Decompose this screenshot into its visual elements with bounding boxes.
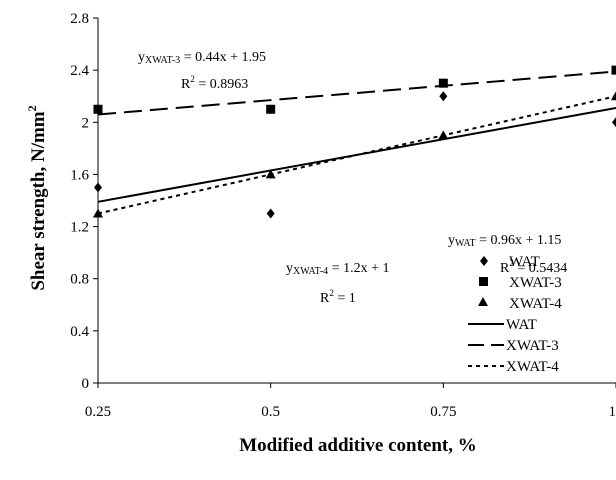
annotation-xwat4: yXWAT-4 = 1.2x + 1 R2 = 1 bbox=[286, 261, 389, 306]
point-xwat-4 bbox=[93, 208, 103, 218]
x-axis-ticks: 0.25 0.5 0.75 1 bbox=[85, 383, 616, 420]
legend: WAT XWAT-3 XWAT-4 WAT XWAT-3 XWAT-4 bbox=[468, 254, 562, 375]
point-xwat-4 bbox=[438, 130, 449, 140]
x-tick-label: 0.25 bbox=[85, 404, 111, 420]
svg-text:XWAT-3: XWAT-3 bbox=[506, 338, 559, 354]
svg-text:XWAT-3: XWAT-3 bbox=[509, 275, 562, 291]
legend-triangle-marker bbox=[478, 297, 488, 306]
legend-diamond-marker bbox=[480, 256, 488, 266]
point-wat bbox=[266, 208, 275, 219]
r2-xwat4: R2 = 1 bbox=[320, 288, 356, 306]
y-tick-label: 0 bbox=[82, 376, 90, 392]
trendline-xwat-3 bbox=[97, 70, 616, 116]
legend-item-xwat4-marker: XWAT-4 bbox=[478, 296, 562, 312]
point-xwat-3 bbox=[611, 65, 616, 75]
equation-xwat3: yXWAT-3 = 0.44x + 1.95 bbox=[138, 50, 266, 66]
legend-item-xwat4-line: XWAT-4 bbox=[468, 359, 559, 375]
legend-item-wat-line: WAT bbox=[468, 317, 537, 333]
legend-item-xwat3-line: XWAT-3 bbox=[468, 338, 559, 354]
axes bbox=[97, 18, 616, 384]
equation-xwat4: yXWAT-4 = 1.2x + 1 bbox=[286, 261, 389, 277]
point-wat bbox=[612, 117, 616, 128]
y-axis-title: Shear strength, N/mm2 bbox=[25, 105, 49, 290]
x-tick-label: 1 bbox=[609, 404, 616, 420]
annotation-wat: yWAT = 0.96x + 1.15 R2 = 0.5434 bbox=[448, 233, 567, 276]
data-points bbox=[93, 65, 616, 219]
x-axis-title: Modified additive content, % bbox=[239, 435, 477, 456]
trendlines bbox=[97, 70, 616, 215]
legend-item-wat-marker: WAT bbox=[480, 254, 540, 270]
point-xwat-3 bbox=[93, 104, 103, 114]
y-tick-label: 1.2 bbox=[70, 220, 89, 236]
y-tick-label: 2.8 bbox=[70, 11, 89, 27]
y-tick-label: 2 bbox=[82, 115, 90, 131]
equation-wat: yWAT = 0.96x + 1.15 bbox=[448, 233, 561, 249]
y-tick-label: 2.4 bbox=[70, 63, 89, 79]
point-xwat-4 bbox=[611, 91, 616, 101]
legend-item-xwat3-marker: XWAT-3 bbox=[479, 275, 562, 291]
y-axis-ticks: 0 0.4 0.8 1.2 1.6 2 2.4 2.8 bbox=[70, 11, 98, 392]
x-tick-label: 0.5 bbox=[261, 404, 280, 420]
point-xwat-3 bbox=[266, 104, 276, 114]
r2-wat: R2 = 0.5434 bbox=[500, 258, 567, 276]
svg-text:WAT: WAT bbox=[506, 317, 537, 333]
x-tick-label: 0.75 bbox=[430, 404, 456, 420]
y-tick-label: 0.8 bbox=[70, 272, 89, 288]
r2-xwat3: R2 = 0.8963 bbox=[181, 74, 248, 92]
annotation-xwat3: yXWAT-3 = 0.44x + 1.95 R2 = 0.8963 bbox=[138, 50, 266, 92]
y-tick-label: 1.6 bbox=[70, 167, 89, 183]
legend-square-marker bbox=[479, 277, 488, 286]
point-xwat-4 bbox=[265, 169, 276, 179]
trendline-xwat-4 bbox=[97, 95, 616, 215]
svg-text:XWAT-4: XWAT-4 bbox=[509, 296, 562, 312]
svg-text:WAT: WAT bbox=[509, 254, 540, 270]
svg-text:XWAT-4: XWAT-4 bbox=[506, 359, 559, 375]
point-wat bbox=[94, 182, 102, 193]
point-wat bbox=[439, 91, 448, 102]
point-xwat-3 bbox=[438, 78, 448, 88]
y-tick-label: 0.4 bbox=[70, 324, 89, 340]
